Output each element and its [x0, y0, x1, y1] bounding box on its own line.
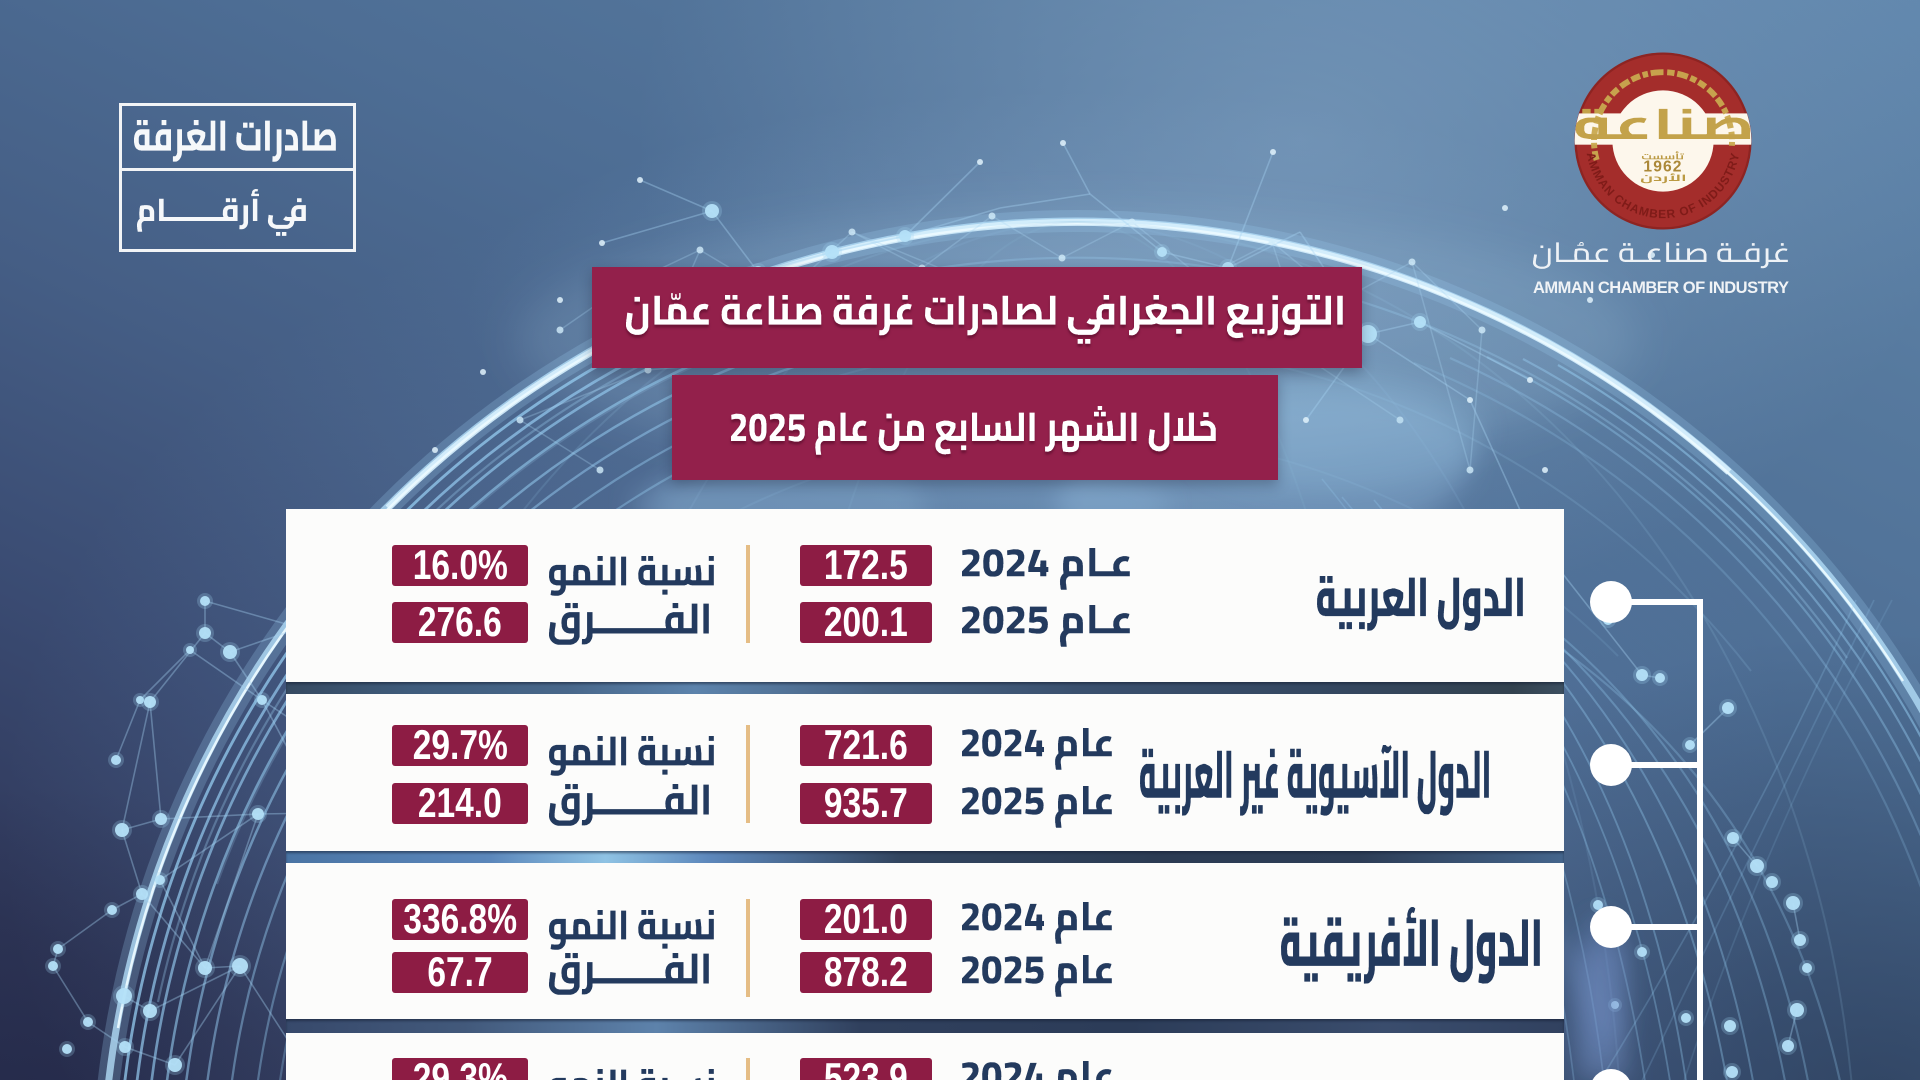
svg-text:1962: 1962 [1643, 158, 1682, 175]
